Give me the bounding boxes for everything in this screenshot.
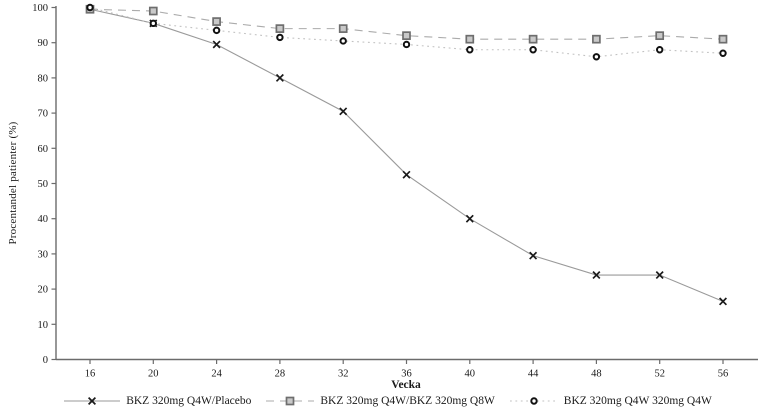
x-tick-label: 48 <box>591 369 602 380</box>
x-tick-label: 20 <box>148 369 159 380</box>
x-tick-label: 40 <box>465 369 476 380</box>
x-tick-label: 24 <box>211 369 222 380</box>
square-marker-icon <box>286 396 295 406</box>
y-tick-label: 80 <box>38 73 49 84</box>
x-marker-icon <box>529 251 538 260</box>
x-marker-icon <box>655 271 664 280</box>
square-marker-icon <box>655 31 665 41</box>
square-marker-icon <box>592 34 601 44</box>
x-marker-icon <box>465 214 474 223</box>
square-marker-icon <box>338 24 348 33</box>
circle-marker-icon <box>149 19 158 28</box>
x-tick-label: 28 <box>275 369 286 380</box>
x-marker-solid-line-icon <box>64 396 121 406</box>
circle-marker-icon <box>402 40 411 49</box>
x-marker-icon <box>88 396 97 406</box>
circle-marker-icon <box>212 26 221 35</box>
x-marker-icon <box>339 107 348 116</box>
legend-label: BKZ 320mg Q4W/BKZ 320mg Q8W <box>320 395 495 407</box>
circle-marker-icon <box>466 46 474 54</box>
legend-item-q4w: BKZ 320mg Q4W 320mg Q4W <box>509 394 712 408</box>
x-tick-label: 56 <box>718 369 729 380</box>
y-tick-label: 20 <box>38 285 49 296</box>
x-marker-icon <box>402 170 411 179</box>
square-marker-icon <box>528 34 538 44</box>
x-axis-title: Vecka <box>391 379 421 391</box>
x-tick-label: 36 <box>401 369 412 380</box>
legend: BKZ 320mg Q4W/Placebo BKZ 320mg Q4W/BKZ … <box>0 394 775 408</box>
y-tick-label: 70 <box>38 109 49 120</box>
y-tick-label: 30 <box>38 249 49 260</box>
y-tick-label: 60 <box>38 144 49 155</box>
y-tick-label: 10 <box>38 320 49 331</box>
x-marker-icon <box>592 271 601 280</box>
legend-label: BKZ 320mg Q4W/Placebo <box>126 395 252 407</box>
x-marker-icon <box>718 297 728 306</box>
axes: 0 10 20 30 40 50 60 70 80 90 100 16 20 24 28 32 36 40 44 48… <box>32 3 758 380</box>
circle-marker-icon <box>339 37 347 45</box>
square-marker-icon <box>212 17 221 26</box>
circle-marker-icon <box>276 33 284 42</box>
circle-marker-icon <box>656 46 664 54</box>
legend-item-placebo: BKZ 320mg Q4W/Placebo <box>63 394 251 408</box>
series-line <box>89 8 724 302</box>
legend-item-q8w: BKZ 320mg Q4W/BKZ 320mg Q8W <box>265 394 495 408</box>
square-marker-icon <box>275 24 285 33</box>
square-marker-icon <box>402 31 411 41</box>
y-tick-label: 40 <box>38 214 49 225</box>
square-marker-icon <box>718 34 728 44</box>
circle-marker-icon <box>86 3 94 12</box>
square-marker-icon <box>148 6 158 16</box>
x-marker-icon <box>212 40 221 49</box>
x-marker-icon <box>275 73 284 82</box>
x-tick-label: 16 <box>85 369 96 380</box>
y-tick-label: 90 <box>38 38 49 49</box>
y-tick-label: 50 <box>38 179 49 190</box>
series-1 <box>85 4 728 44</box>
legend-label: BKZ 320mg Q4W 320mg Q4W <box>563 395 712 407</box>
circle-marker-icon <box>529 46 537 54</box>
square-marker-icon <box>465 34 475 44</box>
square-marker-dashed-line-icon <box>266 396 315 406</box>
x-tick-label: 52 <box>654 369 665 380</box>
y-tick-label: 100 <box>32 3 48 14</box>
circle-marker-icon <box>592 53 601 61</box>
y-axis-title: Procentandel patienter (%) <box>7 121 19 245</box>
circle-marker-icon <box>719 49 727 57</box>
circle-marker-dotted-line-icon <box>509 397 558 405</box>
circle-marker-icon <box>530 397 538 405</box>
x-tick-label: 44 <box>528 369 539 380</box>
y-tick-label: 0 <box>43 355 48 366</box>
series-0 <box>85 5 728 306</box>
series-2 <box>86 3 727 61</box>
x-tick-label: 32 <box>338 369 349 380</box>
